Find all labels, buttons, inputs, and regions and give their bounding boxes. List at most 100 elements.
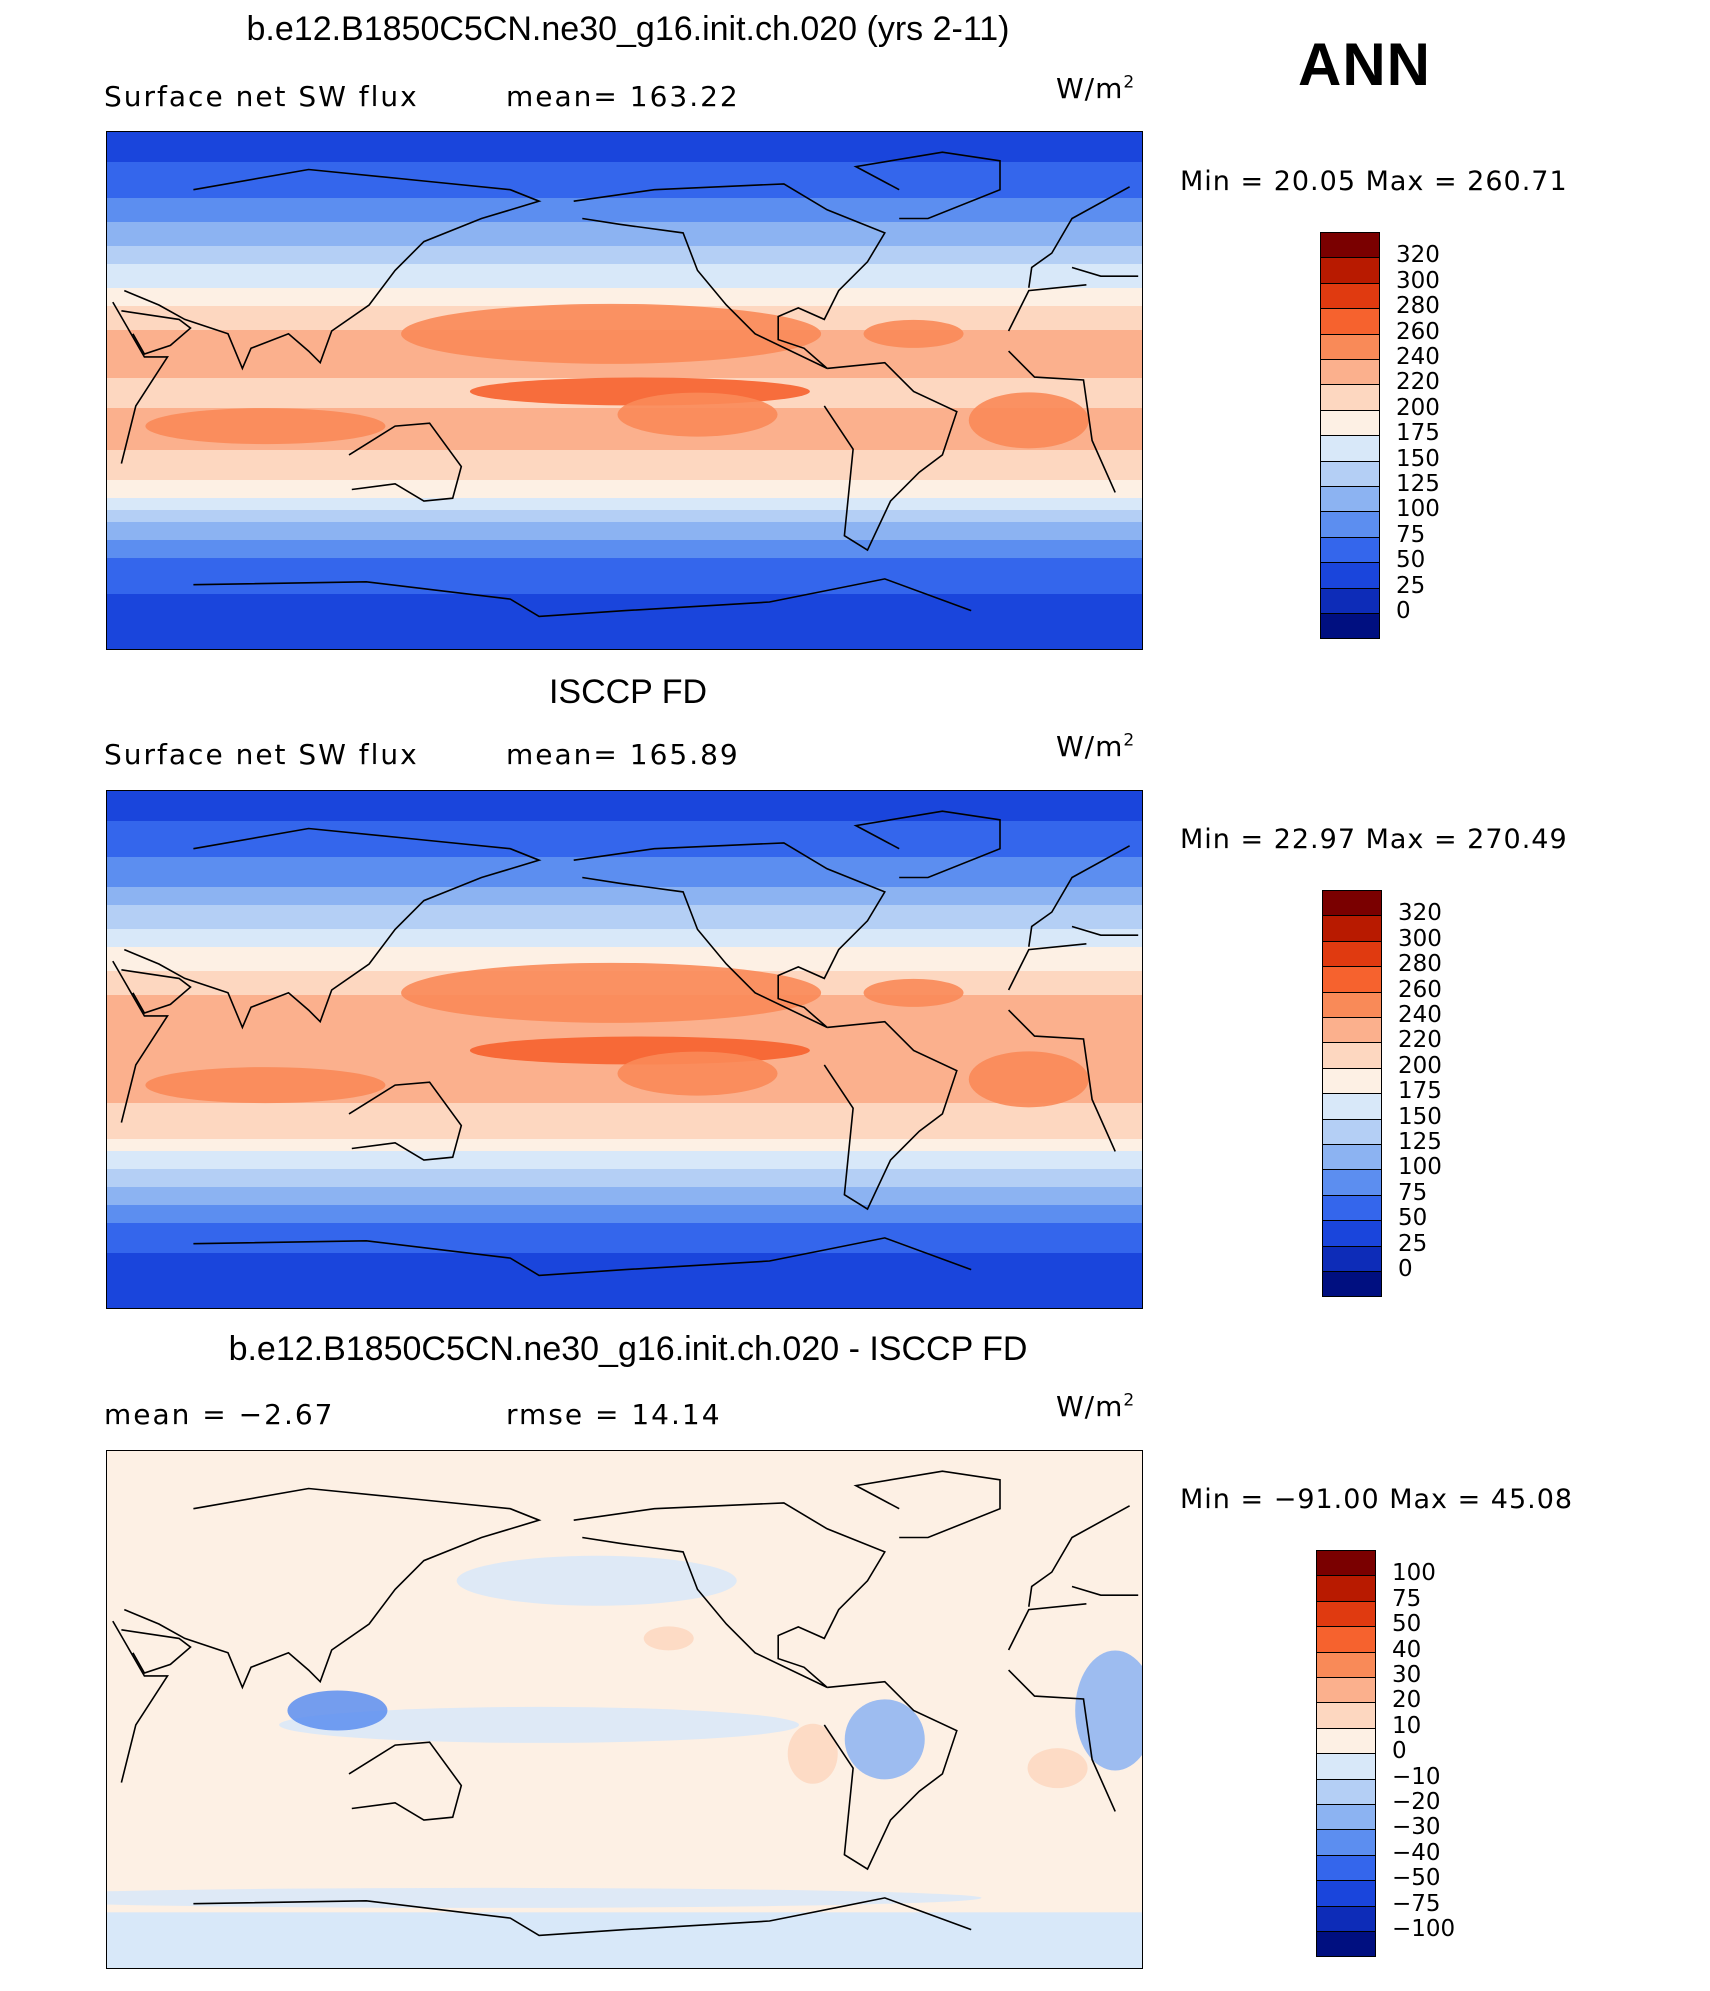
flux-band [107, 791, 1142, 798]
flux-band [107, 162, 1142, 169]
flux-band [107, 582, 1142, 589]
panel-3-mean-label: mean = −2.67 [104, 1398, 335, 1431]
colorbar-swatch [1320, 486, 1380, 513]
flux-band [107, 851, 1142, 858]
flux-band [107, 240, 1142, 247]
flux-band [107, 246, 1142, 253]
flux-band [107, 204, 1142, 211]
colorbar-swatch [1316, 1778, 1376, 1805]
colorbar-tick-label: −75 [1392, 1890, 1441, 1917]
colorbar-swatch [1320, 409, 1380, 437]
flux-band [107, 1247, 1142, 1254]
flux-band [107, 186, 1142, 193]
coastline [112, 1603, 1116, 1812]
panel-1-map [106, 131, 1143, 650]
coastline [193, 1897, 972, 1937]
colorbar-tick-label: 100 [1398, 1154, 1442, 1181]
flux-band [107, 833, 1142, 840]
flux-band [107, 216, 1142, 223]
colorbar-swatch [1316, 1651, 1376, 1678]
flux-band [107, 456, 1142, 463]
flux-band [107, 450, 1142, 457]
colorbar-swatch [1322, 966, 1382, 993]
colorbar-swatch [1320, 282, 1380, 310]
colorbar-tick-label: 240 [1398, 1002, 1442, 1028]
coastline [123, 827, 1139, 1030]
flux-band [107, 1241, 1142, 1248]
flux-maximum [401, 962, 822, 1023]
flux-band [107, 282, 1142, 289]
flux-band [107, 552, 1142, 559]
flux-band [107, 1205, 1142, 1212]
flux-maximum [617, 392, 778, 437]
coastline [348, 422, 463, 502]
colorbar-swatch [1316, 1804, 1376, 1831]
colorbar-tick-label: 280 [1396, 293, 1440, 320]
panel-3-map [106, 1450, 1143, 1969]
colorbar-tick-label: 150 [1398, 1103, 1442, 1130]
colorbar-tick-label: 175 [1396, 420, 1440, 447]
colorbar-tick-label: 25 [1396, 572, 1426, 599]
flux-band [107, 492, 1142, 499]
coastline [823, 1680, 958, 1871]
colorbar-swatch [1322, 1017, 1382, 1044]
flux-band [107, 504, 1142, 511]
flux-band [107, 899, 1142, 906]
colorbar-tick-label: 125 [1398, 1129, 1442, 1155]
colorbar-swatch [1322, 1220, 1382, 1247]
colorbar-tick-label: 20 [1392, 1687, 1422, 1714]
flux-band [107, 498, 1142, 505]
flux-band [107, 953, 1142, 960]
flux-band [107, 1133, 1142, 1140]
flux-band [107, 192, 1142, 199]
difference-patch [844, 1699, 925, 1780]
colorbar-tick-label: 320 [1398, 900, 1442, 927]
flux-band [107, 923, 1142, 930]
flux-band [107, 839, 1142, 846]
colorbar-swatch [1320, 460, 1380, 487]
flux-band [107, 1301, 1142, 1308]
flux-band [107, 1211, 1142, 1218]
coastline [121, 969, 192, 1014]
flux-band [107, 1103, 1142, 1110]
flux-maximum [863, 978, 964, 1007]
flux-band [107, 1283, 1142, 1290]
flux-band [107, 228, 1142, 235]
flux-band [107, 294, 1142, 301]
panel-3-min-max: Min = −91.00 Max = 45.08 [1180, 1484, 1574, 1515]
coastline [573, 183, 886, 370]
flux-maximum [968, 1051, 1089, 1108]
flux-band [107, 1193, 1142, 1200]
flux-band [107, 210, 1142, 217]
colorbar-tick-label: 100 [1392, 1560, 1436, 1587]
colorbar-swatch [1320, 511, 1380, 538]
colorbar-tick-label: 320 [1396, 242, 1440, 269]
colorbar-tick-label: 0 [1396, 598, 1411, 624]
colorbar-swatch [1322, 1271, 1382, 1298]
difference-patch [1075, 1650, 1142, 1771]
flux-band [107, 935, 1142, 942]
colorbar-tick-label: −100 [1392, 1916, 1456, 1942]
flux-band [107, 462, 1142, 469]
flux-band [107, 546, 1142, 553]
coastline [348, 1741, 463, 1821]
flux-band [107, 618, 1142, 625]
colorbar-tick-label: 75 [1396, 521, 1426, 548]
colorbar-swatch [1322, 1042, 1382, 1069]
flux-band [107, 468, 1142, 475]
flux-band [107, 438, 1142, 445]
colorbar-tick-label: 50 [1392, 1611, 1422, 1638]
flux-band [107, 1277, 1142, 1284]
flux-band [107, 174, 1142, 181]
flux-band [107, 1091, 1142, 1098]
flux-band [107, 1223, 1142, 1230]
panel-2-units: W/m2 [1056, 730, 1136, 763]
flux-band [107, 156, 1142, 163]
flux-band [107, 486, 1142, 493]
flux-band [107, 929, 1142, 936]
colorbar-tick-label: 50 [1398, 1205, 1428, 1232]
flux-maximum [401, 303, 822, 364]
flux-band [107, 288, 1142, 295]
difference-patch [287, 1690, 388, 1731]
colorbar-tick-label: 200 [1396, 394, 1440, 421]
